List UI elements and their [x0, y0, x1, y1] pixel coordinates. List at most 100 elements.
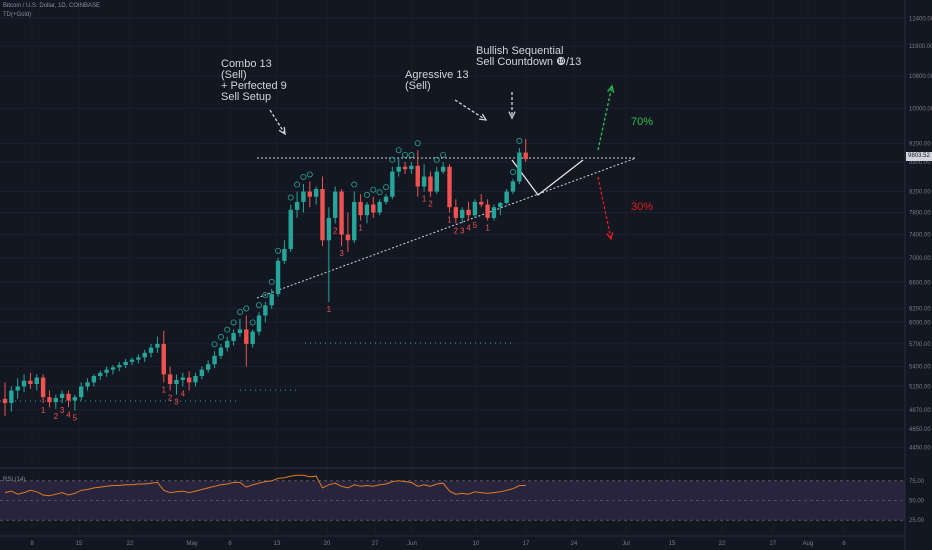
candle: [333, 186, 338, 224]
candle: [180, 372, 185, 387]
candle-body: [136, 357, 141, 360]
projection-path: [511, 159, 584, 196]
candle-body: [40, 377, 46, 398]
candle: [66, 390, 71, 408]
candle: [91, 374, 97, 387]
candle-body: [155, 343, 160, 348]
countdown-circle: [363, 191, 370, 198]
candle-body: [167, 374, 173, 384]
time-tick: 20: [324, 541, 331, 547]
candle: [231, 329, 236, 346]
candle-body: [79, 386, 84, 398]
candle-body: [256, 315, 262, 332]
candle: [47, 390, 52, 408]
candle: [402, 161, 408, 175]
candle: [206, 360, 211, 373]
candle-body: [237, 329, 243, 334]
rsi-line: [4, 474, 526, 497]
setup-count: 3: [460, 226, 465, 235]
candle: [218, 343, 224, 359]
price-tick: 7800.00: [909, 211, 931, 217]
setup-count: 1: [447, 216, 452, 225]
candle-body: [117, 365, 122, 368]
down-arrow-head: [606, 232, 614, 241]
setup-count: 4: [66, 410, 71, 419]
setup-count: 3: [174, 398, 179, 407]
candle-body: [294, 201, 300, 210]
candle-body: [396, 166, 401, 172]
price-axis[interactable]: 12400.00 11600.00 10800.00 10000.00 9200.00 8…: [904, 0, 932, 550]
candle-body: [244, 329, 249, 344]
candle-body: [440, 166, 446, 172]
candle: [269, 288, 274, 309]
candle: [447, 164, 452, 213]
candle-body: [523, 152, 528, 160]
countdown-circle: [351, 181, 358, 188]
candle-body: [364, 204, 370, 216]
candle: [21, 374, 27, 393]
indicator-title: TD(+Gold): [3, 12, 32, 18]
candle-body: [390, 171, 395, 197]
rsi-tick: 25.00: [909, 518, 925, 524]
candle-body: [409, 165, 414, 170]
bullish-annotation: Bullish Sequential Sell Countdown ❿/13: [476, 45, 582, 68]
candle-body: [186, 377, 192, 383]
candle-body: [129, 359, 135, 362]
candle: [485, 199, 490, 221]
candle: [428, 171, 433, 197]
time-tick: 24: [571, 541, 578, 547]
combo-pointer-head: [278, 126, 286, 136]
countdown-circle: [509, 168, 516, 175]
setup-count: 1: [327, 305, 332, 314]
candle: [460, 207, 465, 224]
candle-body: [504, 191, 509, 203]
candle: [34, 374, 39, 391]
candle: [320, 176, 325, 247]
rsi-panel: [0, 467, 905, 521]
time-tick: 10: [473, 541, 480, 547]
setup-count: 2: [54, 412, 59, 421]
setup-count: 5: [73, 414, 78, 423]
countdown-circle: [389, 156, 396, 163]
time-tick: 27: [372, 541, 379, 547]
candle-body: [231, 333, 236, 341]
candle: [282, 240, 287, 264]
time-axis[interactable]: 8 15 22 May 6 13 20 27 Jun 10 17 24 Jul 15 22 27 Aug 6: [0, 535, 905, 547]
up-arrow: [597, 84, 615, 151]
candle-body: [460, 209, 465, 218]
candle-body: [2, 398, 8, 404]
price-tick: 12400.00: [909, 16, 932, 22]
candle-body: [206, 364, 211, 370]
candle-body: [491, 207, 497, 218]
candle: [352, 191, 357, 244]
candle-body: [161, 343, 166, 375]
countdown-circle: [243, 305, 250, 312]
countdown-circle: [440, 151, 447, 158]
candle: [129, 357, 135, 366]
candle-body: [479, 201, 484, 205]
price-tick: 10000.00: [909, 106, 932, 112]
candle-body: [320, 189, 325, 241]
countdown-circle: [224, 326, 231, 333]
candle: [364, 201, 370, 224]
countdown-circle: [300, 173, 307, 180]
candle-body: [180, 377, 185, 380]
countdown-circle: [294, 181, 301, 188]
candle: [510, 178, 516, 195]
candle-body: [269, 294, 274, 306]
time-tick: Aug: [803, 541, 814, 547]
countdown-circle: [211, 341, 218, 348]
candle-body: [434, 171, 439, 192]
candle: [504, 189, 509, 205]
candle-body: [415, 165, 420, 187]
candle: [2, 382, 8, 416]
countdown-circle: [217, 333, 224, 340]
up-arrow-head: [607, 84, 615, 93]
candle: [53, 394, 58, 409]
candle-body: [59, 393, 65, 398]
candle: [117, 361, 122, 372]
candle-body: [288, 209, 293, 249]
symbol-title: Bitcoin / U.S. Dollar, 1D, COINBASE: [3, 3, 101, 9]
candle: [358, 194, 363, 221]
